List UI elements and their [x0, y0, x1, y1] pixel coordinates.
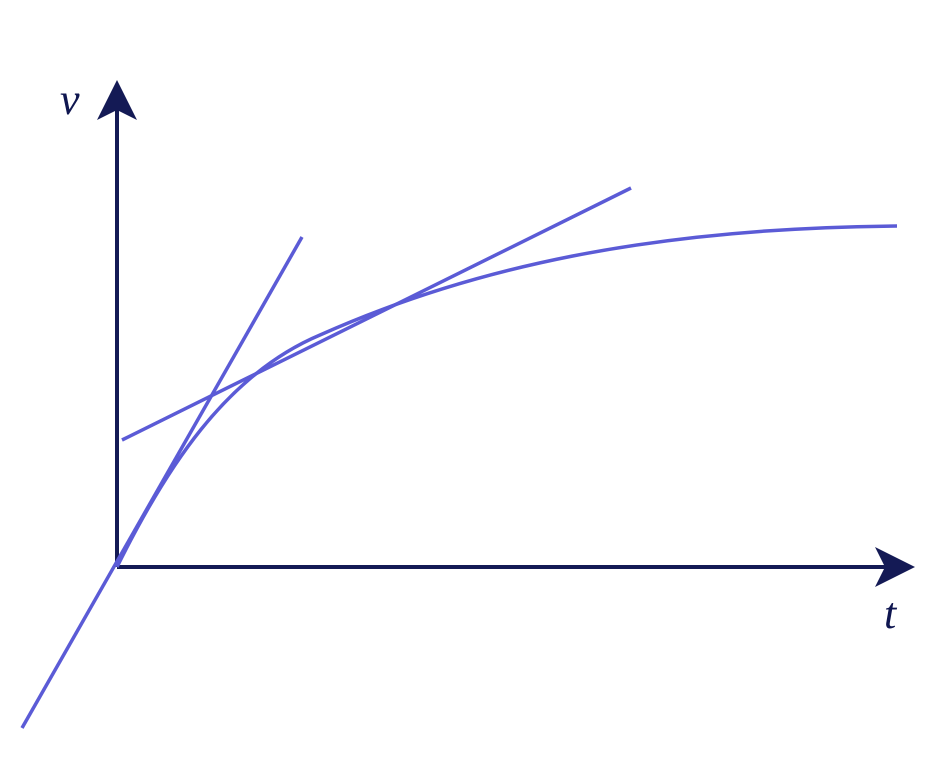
v-axis-label: v: [60, 75, 80, 124]
v-axis-arrow: [97, 80, 137, 120]
t-axis-arrow: [875, 547, 915, 587]
tangent-at-origin: [20, 236, 304, 729]
t-axis-label: t: [884, 589, 898, 638]
velocity-curve: [115, 224, 898, 568]
tangent-line: [121, 186, 632, 442]
